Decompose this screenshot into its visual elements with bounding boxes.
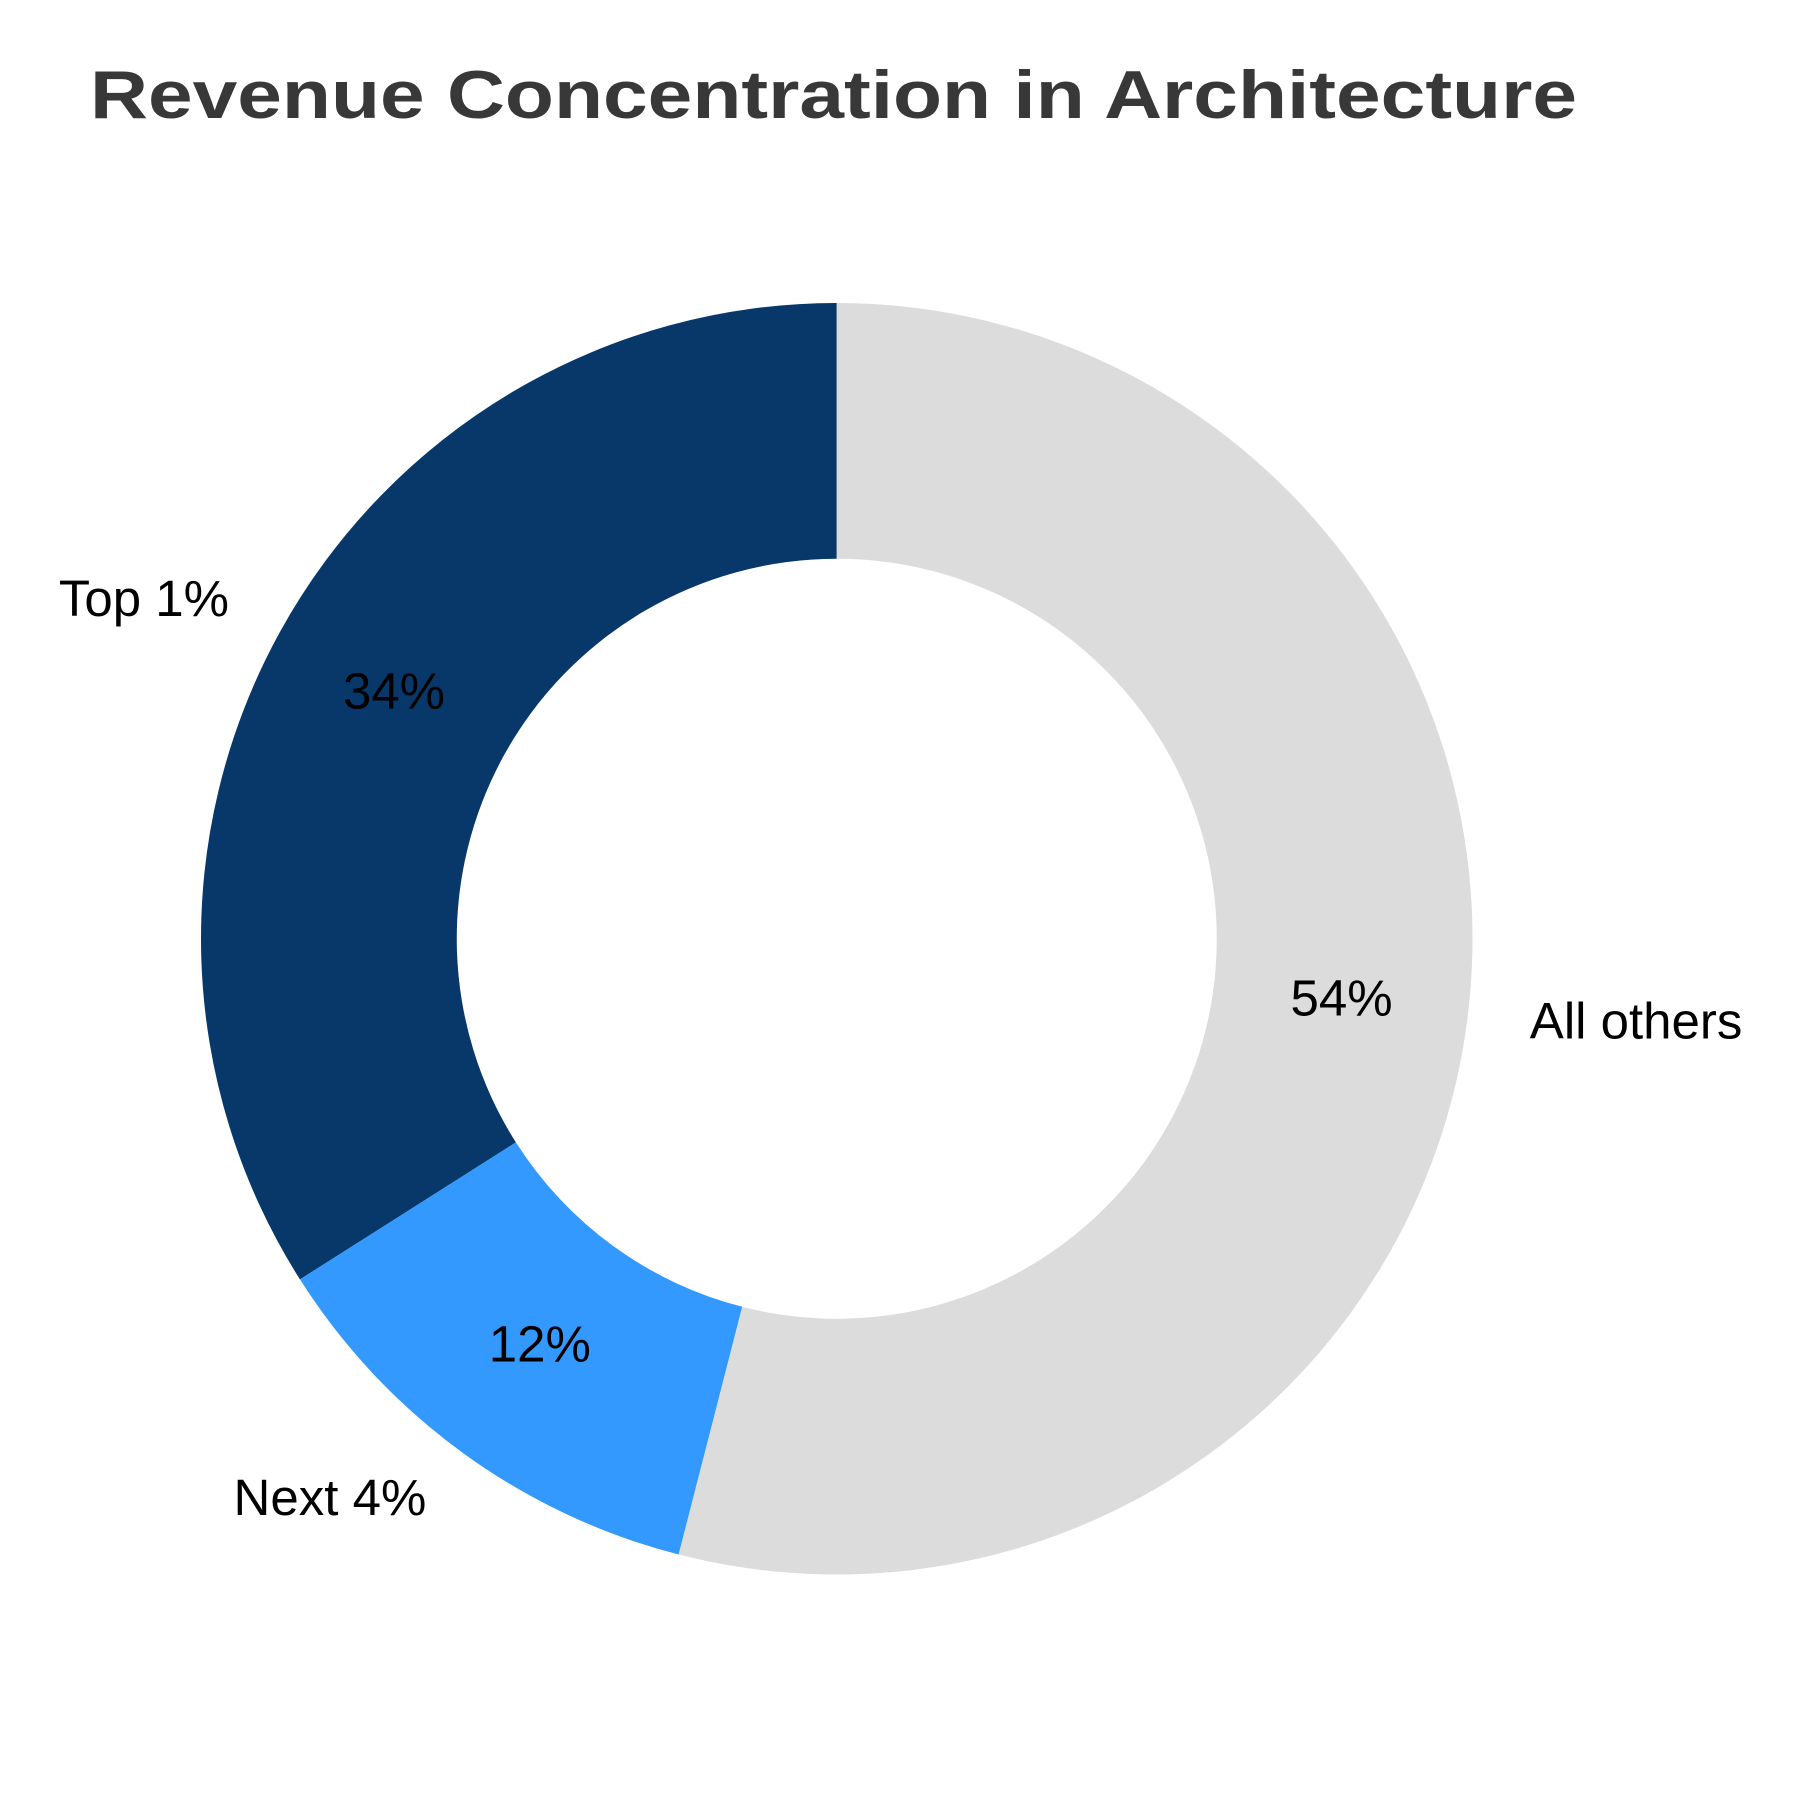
svg-text:34%: 34% <box>343 662 445 719</box>
svg-text:Next 4%: Next 4% <box>234 1469 427 1526</box>
svg-text:All others: All others <box>1530 993 1743 1050</box>
svg-text:54%: 54% <box>1291 969 1393 1026</box>
svg-text:Revenue Concentration in Archi: Revenue Concentration in Architecture <box>90 57 1577 133</box>
svg-text:12%: 12% <box>489 1316 591 1373</box>
svg-text:Top 1%: Top 1% <box>59 570 229 627</box>
